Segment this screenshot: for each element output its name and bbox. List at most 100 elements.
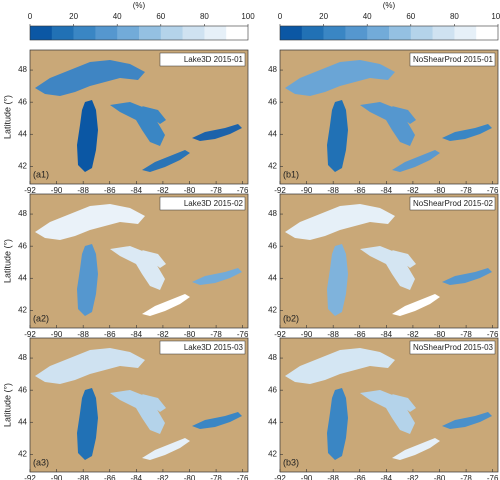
map-panel: -92 -90 -88 -86 -84 -82 -80 -78 -76 42 44 46 48 Latit… bbox=[2, 193, 249, 339]
colorbar-tick-label: 100 bbox=[491, 12, 500, 21]
x-tick-label: -84 bbox=[381, 474, 393, 480]
x-tick-label: -88 bbox=[77, 330, 89, 339]
y-tick-label: 46 bbox=[268, 385, 277, 394]
panel-frame bbox=[279, 193, 499, 329]
title-box bbox=[159, 340, 246, 355]
x-tick-label: -78 bbox=[460, 186, 472, 195]
colorbar-tick-label: 80 bbox=[450, 12, 459, 21]
x-tick-label: -90 bbox=[51, 186, 63, 195]
x-tick-label: -82 bbox=[407, 330, 419, 339]
colorbar-tick-label: 0 bbox=[28, 12, 33, 21]
x-tick-label: -76 bbox=[237, 186, 249, 195]
y-tick-label: 48 bbox=[18, 353, 27, 362]
colorbar-step bbox=[117, 26, 140, 40]
y-tick-label: 46 bbox=[18, 385, 27, 394]
x-tick-label: -88 bbox=[327, 186, 339, 195]
colorbar-step bbox=[410, 26, 433, 40]
x-tick-label: -92 bbox=[274, 186, 286, 195]
title-box bbox=[409, 340, 496, 355]
x-tick-label: -82 bbox=[407, 186, 419, 195]
x-tick-label: -84 bbox=[131, 474, 143, 480]
y-axis-label: Latitude (°) bbox=[2, 239, 12, 283]
y-axis-label: Latitude (°) bbox=[2, 383, 12, 427]
colorbar-tick-label: 60 bbox=[406, 12, 415, 21]
colorbar-step bbox=[432, 26, 455, 40]
colorbar-label: (%) bbox=[133, 1, 146, 10]
x-tick-label: -84 bbox=[131, 186, 143, 195]
x-tick-label: -86 bbox=[354, 474, 366, 480]
panel-frame bbox=[29, 49, 249, 185]
y-tick-label: 42 bbox=[268, 161, 277, 170]
y-tick-label: 46 bbox=[268, 97, 277, 106]
x-tick-label: -86 bbox=[104, 186, 116, 195]
panel-frame bbox=[279, 337, 499, 473]
title-box bbox=[159, 52, 246, 67]
x-tick-label: -90 bbox=[301, 474, 313, 480]
x-tick-label: -88 bbox=[327, 474, 339, 480]
colorbar-step bbox=[454, 26, 477, 40]
x-tick-label: -76 bbox=[237, 474, 249, 480]
panel-tag: (b3) bbox=[283, 457, 299, 467]
y-tick-label: 44 bbox=[18, 273, 27, 282]
y-tick-label: 44 bbox=[18, 129, 27, 138]
x-tick-label: -76 bbox=[487, 330, 499, 339]
colorbar-step bbox=[73, 26, 96, 40]
panel-title: NoShearProd 2015-01 bbox=[413, 55, 494, 64]
x-tick-label: -82 bbox=[157, 330, 169, 339]
x-tick-label: -88 bbox=[77, 474, 89, 480]
y-tick-label: 44 bbox=[268, 129, 277, 138]
colorbar-step bbox=[389, 26, 412, 40]
panel-title: Lake3D 2015-02 bbox=[184, 199, 244, 208]
panel-tag: (b2) bbox=[283, 313, 299, 323]
x-tick-label: -80 bbox=[184, 186, 196, 195]
colorbar-tick-label: 20 bbox=[319, 12, 328, 21]
colorbar-step bbox=[280, 26, 303, 40]
y-tick-label: 48 bbox=[18, 209, 27, 218]
x-tick-label: -80 bbox=[434, 186, 446, 195]
colorbar-step bbox=[204, 26, 227, 40]
x-tick-label: -90 bbox=[301, 186, 313, 195]
colorbar-tick-label: 40 bbox=[113, 12, 122, 21]
map-panel: -92 -90 -88 -86 -84 -82 -80 -78 -76 42 44 46 48 (b2) N… bbox=[268, 193, 499, 339]
colorbar-tick-label: 40 bbox=[363, 12, 372, 21]
x-tick-label: -88 bbox=[77, 186, 89, 195]
x-tick-label: -86 bbox=[354, 186, 366, 195]
x-tick-label: -82 bbox=[157, 186, 169, 195]
colorbar-tick-label: 0 bbox=[278, 12, 283, 21]
colorbar-step bbox=[323, 26, 346, 40]
x-tick-label: -92 bbox=[24, 330, 36, 339]
x-tick-label: -86 bbox=[104, 474, 116, 480]
x-tick-label: -82 bbox=[157, 474, 169, 480]
y-tick-label: 42 bbox=[18, 449, 27, 458]
y-tick-label: 44 bbox=[18, 417, 27, 426]
colorbar-step bbox=[160, 26, 183, 40]
x-tick-label: -78 bbox=[460, 330, 472, 339]
x-tick-label: -80 bbox=[184, 330, 196, 339]
colorbar: (%) 0 20 40 60 80 100 bbox=[278, 1, 500, 41]
x-tick-label: -88 bbox=[327, 330, 339, 339]
x-tick-label: -82 bbox=[407, 474, 419, 480]
panel-tag: (a1) bbox=[33, 169, 49, 179]
panel-frame bbox=[279, 49, 499, 185]
x-tick-label: -92 bbox=[274, 330, 286, 339]
panel-title: NoShearProd 2015-02 bbox=[413, 199, 494, 208]
y-tick-label: 42 bbox=[18, 305, 27, 314]
y-tick-label: 42 bbox=[268, 449, 277, 458]
y-tick-label: 48 bbox=[268, 353, 277, 362]
y-tick-label: 48 bbox=[18, 65, 27, 74]
x-tick-label: -78 bbox=[210, 330, 222, 339]
colorbar-step bbox=[95, 26, 118, 40]
x-tick-label: -86 bbox=[104, 330, 116, 339]
panel-title: Lake3D 2015-03 bbox=[184, 343, 244, 352]
panel-frame bbox=[29, 193, 249, 329]
panel-frame bbox=[29, 337, 249, 473]
x-tick-label: -80 bbox=[434, 330, 446, 339]
map-panel: -92 -90 -88 -86 -84 -82 -80 -78 -76 42 44 46 48 (b3) N… bbox=[268, 337, 499, 480]
colorbar-tick-label: 100 bbox=[241, 12, 255, 21]
x-tick-label: -90 bbox=[51, 330, 63, 339]
y-axis-label: Latitude (°) bbox=[2, 95, 12, 139]
y-tick-label: 48 bbox=[268, 209, 277, 218]
x-tick-label: -78 bbox=[210, 186, 222, 195]
x-tick-label: -84 bbox=[131, 330, 143, 339]
panel-title: Lake3D 2015-01 bbox=[184, 55, 244, 64]
